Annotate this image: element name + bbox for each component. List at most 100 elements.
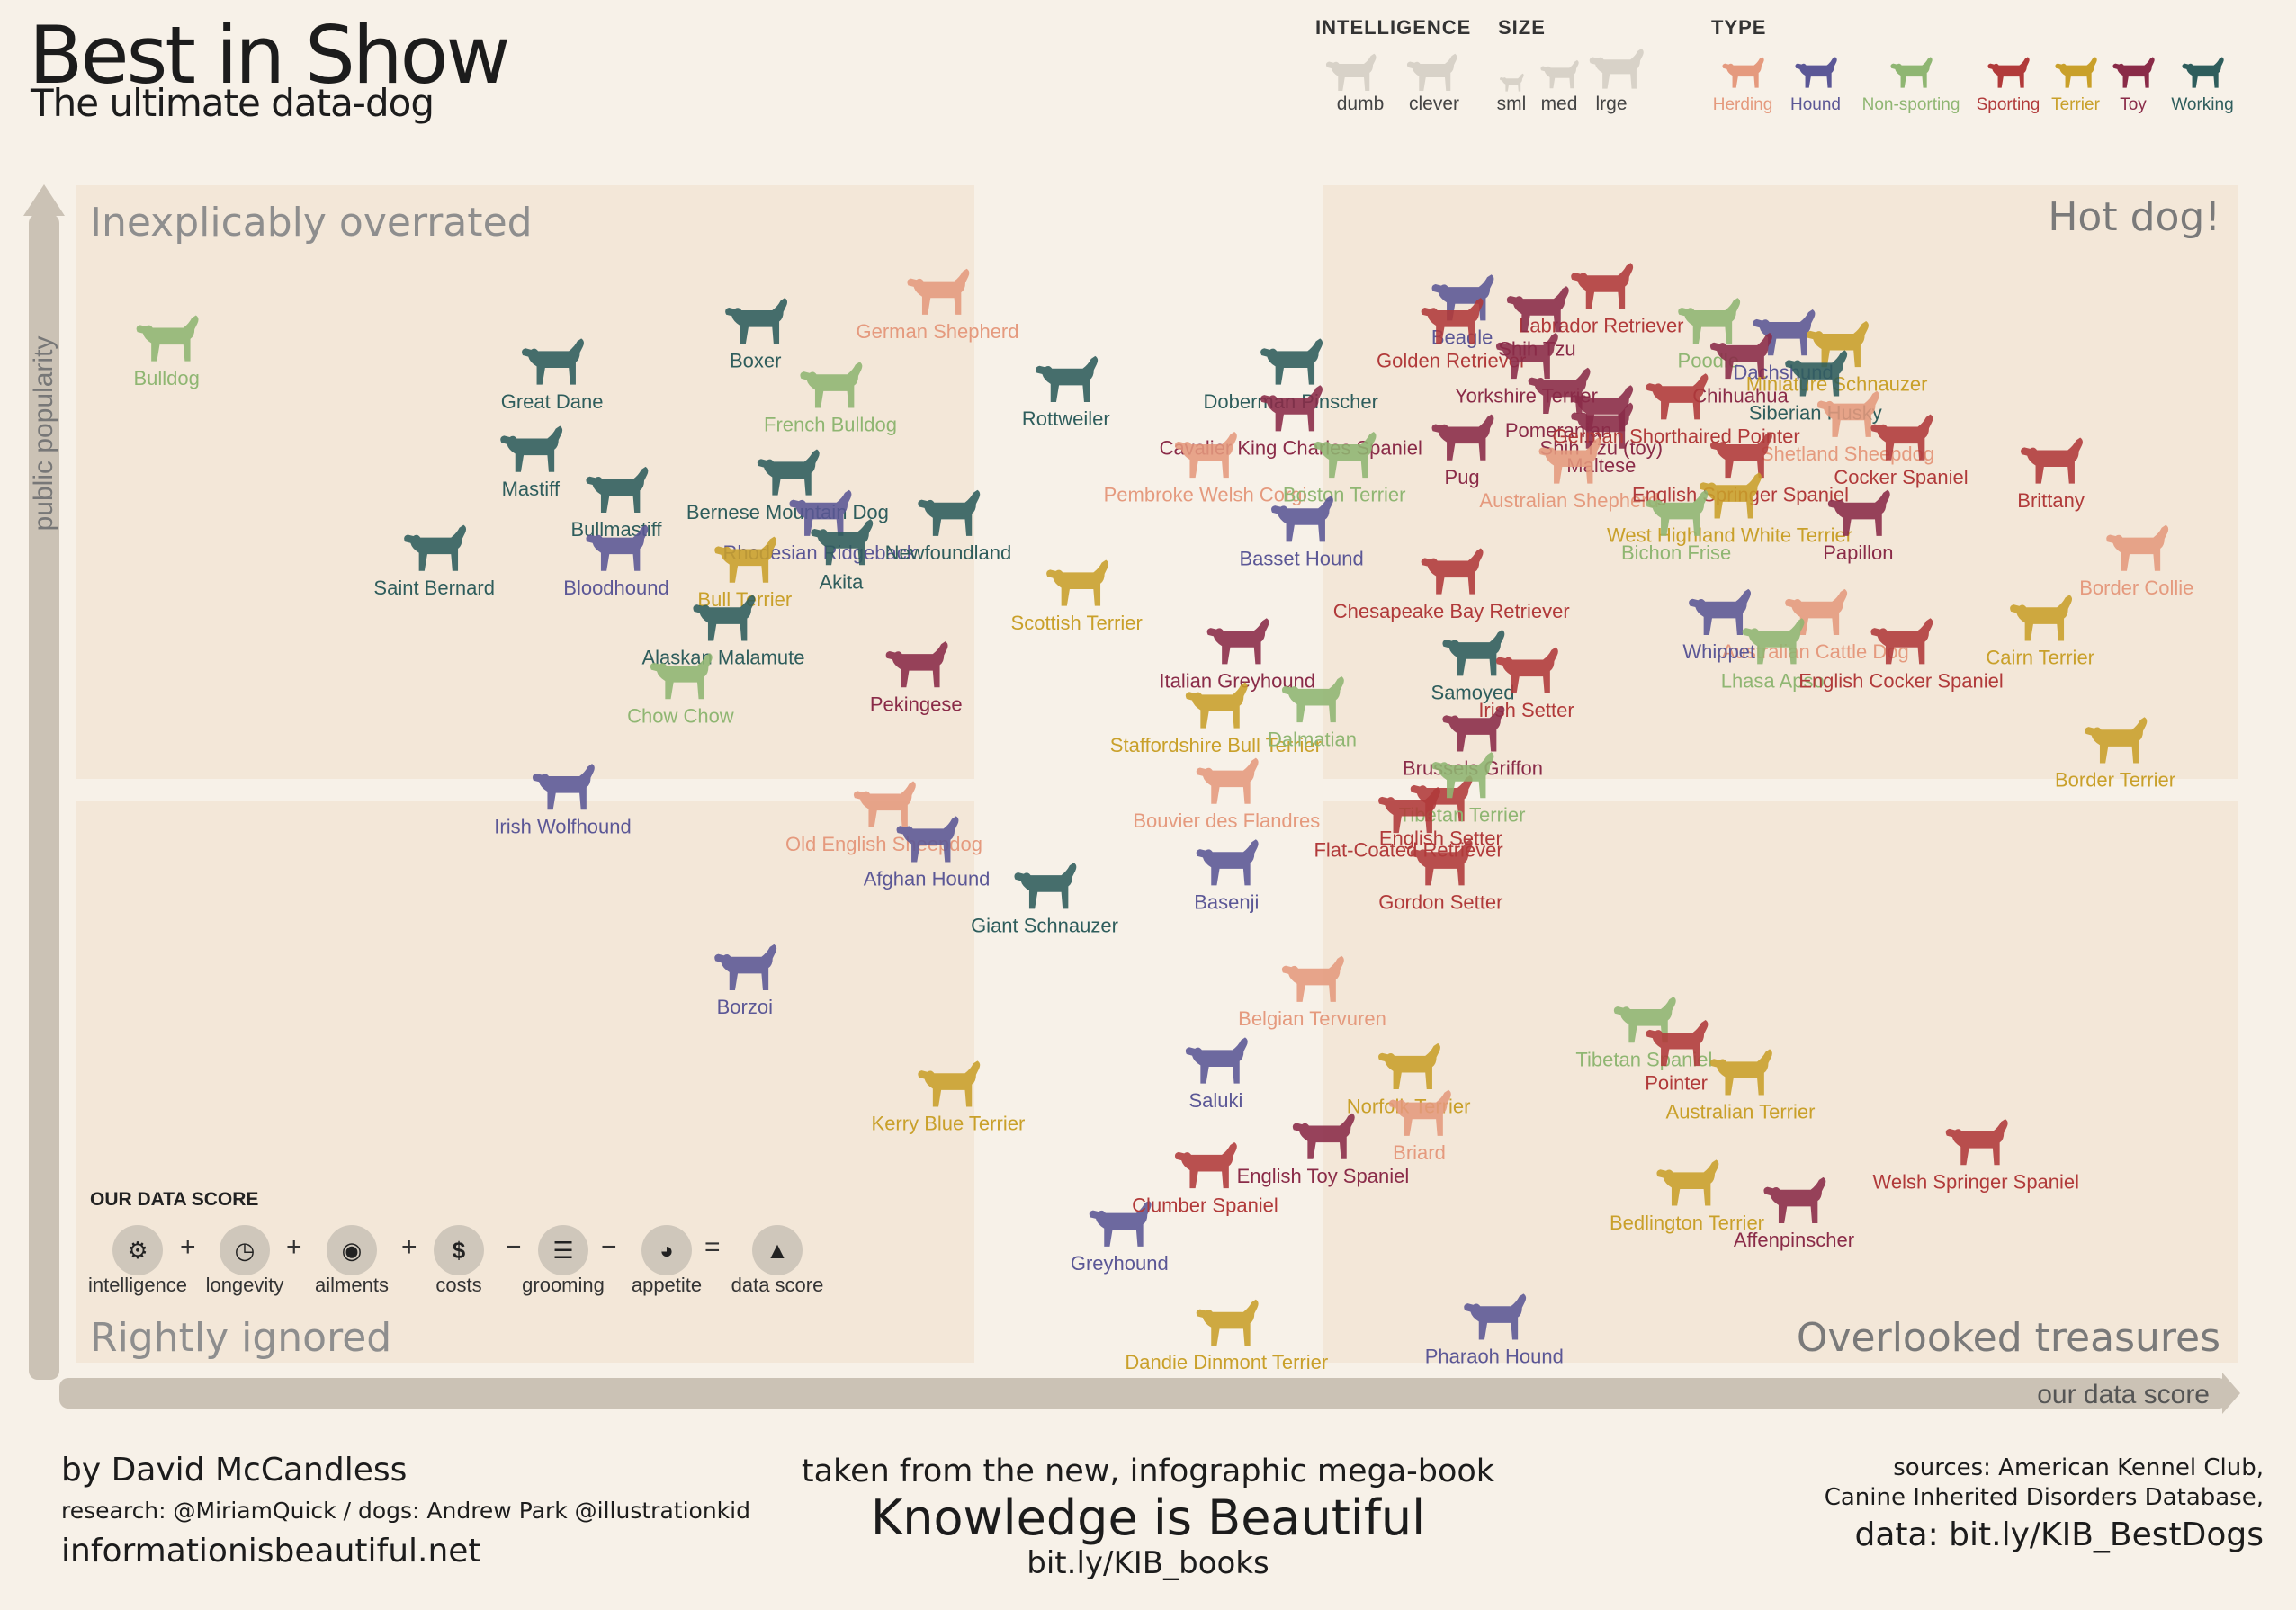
y-axis-label: public popularity — [29, 336, 58, 532]
dog-label-english-toy-spaniel: English Toy Spaniel — [1237, 1165, 1410, 1187]
legend-type-non-sporting: Non-sporting — [1861, 95, 1960, 114]
quadrant-label-top-right: Hot dog! — [2048, 194, 2220, 240]
x-axis-label: our data score — [2037, 1380, 2210, 1409]
dog-label-welsh-springer-spaniel: Welsh Springer Spaniel — [1873, 1170, 2080, 1193]
dog-label-border-collie: Border Collie — [2079, 577, 2193, 599]
dog-label-bouvier-des-flandres: Bouvier des Flandres — [1133, 809, 1320, 832]
dog-label-giant-schnauzer: Giant Schnauzer — [971, 915, 1118, 937]
score-operator-4: − — [506, 1232, 522, 1262]
dog-label-english-cocker-spaniel: English Cocker Spaniel — [1798, 670, 2003, 693]
score-term-longevity: longevity — [205, 1274, 284, 1296]
dog-label-brittany: Brittany — [2017, 489, 2085, 512]
footer-site-link[interactable]: informationisbeautiful.net — [61, 1533, 481, 1570]
dog-label-mastiff: Mastiff — [502, 478, 561, 500]
data-points: Bulldog Great Dane Boxer German Shepherd Fre… — [134, 263, 2193, 1373]
dog-label-briard: Briard — [1393, 1141, 1446, 1164]
dog-label-bullmastiff: Bullmastiff — [570, 518, 662, 541]
legend-type-toy: Toy — [2120, 95, 2147, 114]
dog-point-clumber-spaniel — [1174, 1141, 1237, 1189]
quadrant-backgrounds — [76, 185, 2238, 1363]
legend-type-terrier: Terrier — [2051, 95, 2100, 114]
dog-label-boxer: Boxer — [730, 349, 781, 371]
score-term-data-score: data score — [731, 1274, 824, 1296]
legend-type-sporting-icon — [1987, 57, 2030, 88]
dog-label-whippet: Whippet — [1682, 640, 1755, 663]
dog-label-akita: Akita — [819, 571, 864, 594]
dog-label-tibetan-spaniel: Tibetan Spaniel — [1575, 1048, 1712, 1070]
footer-book-link[interactable]: bit.ly/KIB_books — [1027, 1545, 1269, 1581]
dog-label-clumber-spaniel: Clumber Spaniel — [1132, 1194, 1278, 1216]
dog-point-dandie-dinmont-terrier — [1196, 1299, 1259, 1346]
dog-label-french-bulldog: French Bulldog — [764, 414, 897, 436]
dog-label-greyhound: Greyhound — [1071, 1252, 1169, 1275]
legend-intelligence-clever: clever — [1408, 94, 1460, 114]
dog-label-pharaoh-hound: Pharaoh Hound — [1425, 1346, 1564, 1368]
score-term-appetite: appetite — [631, 1274, 703, 1296]
y-axis-arrowhead — [23, 184, 65, 216]
dog-label-pembroke-welsh-corgi: Pembroke Welsh Corgi — [1104, 483, 1307, 505]
dog-point-saluki — [1185, 1037, 1248, 1084]
dog-point-italian-greyhound — [1206, 618, 1269, 665]
dog-label-cocker-spaniel: Cocker Spaniel — [1834, 466, 1968, 488]
dog-label-english-setter: English Setter — [1379, 827, 1502, 849]
score-operator-2: + — [286, 1232, 302, 1262]
footer-sources-1: sources: American Kennel Club, — [1893, 1454, 2264, 1481]
dog-label-kerry-blue-terrier: Kerry Blue Terrier — [872, 1113, 1026, 1135]
dog-label-gordon-setter: Gordon Setter — [1378, 891, 1502, 914]
footer-research: research: @MiriamQuick / dogs: Andrew Pa… — [61, 1498, 750, 1524]
dog-label-borzoi: Borzoi — [717, 996, 773, 1018]
quadrant-top-right — [1323, 185, 2238, 779]
chart-title: Best in Show — [29, 9, 510, 102]
dog-label-chesapeake-bay-retriever: Chesapeake Bay Retriever — [1333, 600, 1570, 622]
legend-small-dog-icon — [1500, 73, 1524, 92]
dog-label-dandie-dinmont-terrier: Dandie Dinmont Terrier — [1125, 1351, 1328, 1373]
y-axis-bar — [29, 214, 59, 1380]
legend-type-terrier-icon — [2055, 57, 2097, 88]
dog-label-saluki: Saluki — [1188, 1089, 1242, 1112]
score-operator-1: + — [180, 1232, 196, 1262]
score-operator-6: = — [704, 1232, 721, 1262]
score-operator-3: + — [401, 1232, 417, 1262]
legend-size-large: lrge — [1595, 94, 1628, 114]
dog-label-alaskan-malamute: Alaskan Malamute — [642, 647, 805, 669]
dog-label-bernese-mountain-dog: Bernese Mountain Dog — [686, 501, 889, 523]
legend-clever-dog-icon — [1406, 53, 1457, 91]
dog-label-saint-bernard: Saint Bernard — [373, 577, 495, 599]
quadrant-bottom-left — [76, 801, 974, 1363]
brain-icon: ⚙ — [112, 1225, 163, 1275]
score-heading: OUR DATA SCORE — [90, 1189, 259, 1210]
legend-intelligence-heading: INTELLIGENCE — [1315, 16, 1472, 39]
score-term-grooming: grooming — [522, 1274, 605, 1296]
dog-point-scottish-terrier — [1046, 559, 1109, 606]
legend-type-working: Working — [2171, 95, 2234, 114]
dog-label-basenji: Basenji — [1194, 891, 1259, 914]
dog-label-newfoundland: Newfoundland — [885, 541, 1012, 564]
legend-intelligence-dumb: dumb — [1336, 94, 1385, 114]
dog-label-staffordshire-bull-terrier: Staffordshire Bull Terrier — [1110, 734, 1322, 756]
dog-label-cairn-terrier: Cairn Terrier — [1986, 647, 2094, 669]
dog-label-basset-hound: Basset Hound — [1239, 548, 1363, 570]
dog-label-great-dane: Great Dane — [501, 390, 604, 413]
dog-label-samoyed: Samoyed — [1431, 682, 1515, 704]
x-axis-arrowhead — [2222, 1373, 2240, 1414]
footer-book-intro: taken from the new, infographic mega-boo… — [801, 1453, 1495, 1489]
footer-data-link[interactable]: data: bit.ly/KIB_BestDogs — [1854, 1516, 2265, 1553]
dog-point-rottweiler — [1036, 355, 1099, 402]
dog-label-shetland-sheepdog: Shetland Sheepdog — [1761, 443, 1934, 465]
legend-type-sporting: Sporting — [1976, 95, 2040, 114]
dog-label-border-terrier: Border Terrier — [2055, 769, 2175, 792]
dog-label-bloodhound: Bloodhound — [563, 577, 668, 599]
dog-label-chow-chow: Chow Chow — [627, 704, 734, 727]
dog-label-labrador-retriever: Labrador Retriever — [1519, 315, 1683, 337]
score-operator-5: − — [601, 1232, 617, 1262]
legend-type-non-sporting-icon — [1890, 57, 1933, 88]
legend-type-working-icon — [2182, 57, 2224, 88]
legend-type-heading: TYPE — [1711, 16, 1767, 39]
legend-type-hound-icon — [1795, 57, 1837, 88]
dog-label-dalmatian: Dalmatian — [1268, 728, 1357, 750]
dog-label-scottish-terrier: Scottish Terrier — [1011, 612, 1143, 634]
dog-label-chihuahua: Chihuahua — [1692, 384, 1789, 407]
quadrant-top-left — [76, 185, 974, 779]
dog-label-pekingese: Pekingese — [870, 693, 963, 715]
